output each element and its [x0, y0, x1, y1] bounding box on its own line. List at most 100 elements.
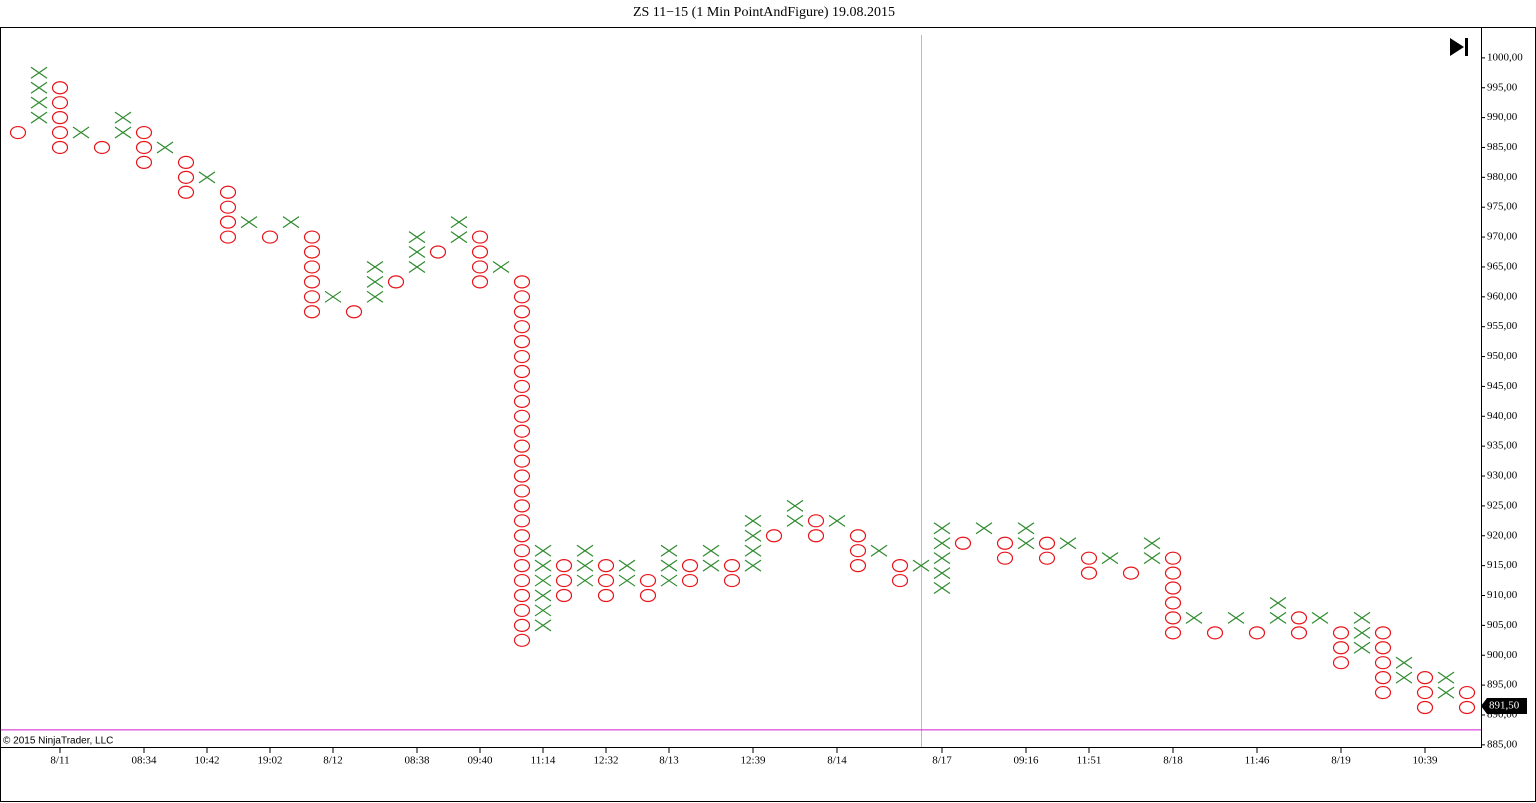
x-box [786, 514, 804, 527]
x-tick-label: 11:51 [1077, 755, 1102, 767]
o-box [303, 305, 321, 319]
o-box [597, 573, 615, 588]
o-box [135, 155, 153, 170]
o-box [513, 305, 531, 319]
o-column [639, 573, 657, 603]
o-box [303, 290, 321, 304]
o-box [513, 439, 531, 453]
o-box [1458, 685, 1476, 700]
o-box [303, 245, 321, 259]
x-box [660, 574, 678, 587]
x-column [786, 499, 804, 527]
o-box [954, 536, 972, 550]
o-box [1332, 626, 1350, 640]
x-box [576, 559, 594, 572]
x-column [1101, 552, 1119, 565]
o-column [1206, 626, 1224, 640]
copyright: © 2015 NinjaTrader, LLC [3, 736, 113, 747]
y-tick-label: 990,00 [1487, 111, 1518, 123]
o-box [1416, 685, 1434, 700]
o-box [219, 200, 237, 214]
o-box [177, 170, 195, 184]
x-box [702, 544, 720, 557]
x-box [450, 231, 468, 244]
o-box [1290, 626, 1308, 640]
o-box [513, 484, 531, 498]
o-column [135, 125, 153, 170]
x-column [1227, 611, 1245, 624]
o-column [954, 536, 972, 550]
x-box [912, 559, 930, 572]
y-tick-label: 945,00 [1487, 380, 1518, 392]
o-box [996, 536, 1014, 550]
o-column [387, 275, 405, 289]
o-box [807, 529, 825, 543]
x-box [660, 559, 678, 572]
o-box [135, 125, 153, 140]
o-box [513, 349, 531, 364]
x-box [744, 544, 762, 557]
x-box [744, 559, 762, 572]
x-box [1395, 671, 1413, 684]
x-column [744, 514, 762, 572]
x-box [1437, 671, 1455, 684]
x-box [1353, 641, 1371, 654]
y-tick-label: 1000,00 [1487, 51, 1523, 63]
x-box [534, 619, 552, 632]
o-box [51, 125, 69, 140]
chart-title: ZS 11−15 (1 Min PointAndFigure) 19.08.20… [633, 5, 895, 20]
o-box [849, 544, 867, 558]
o-box [219, 230, 237, 244]
x-box [1353, 626, 1371, 639]
x-box [408, 231, 426, 244]
x-box [1269, 611, 1287, 624]
x-box [156, 141, 174, 154]
x-box [576, 574, 594, 587]
o-box [513, 290, 531, 304]
end-bar [1465, 38, 1468, 56]
x-box [618, 574, 636, 587]
o-box [387, 275, 405, 289]
x-column [30, 66, 48, 124]
y-tick-label: 885,00 [1487, 738, 1518, 750]
o-column [513, 275, 531, 647]
x-column [912, 559, 930, 572]
o-box [1122, 566, 1140, 580]
o-box [1038, 536, 1056, 550]
x-column [240, 216, 258, 229]
y-tick-label: 965,00 [1487, 260, 1518, 272]
x-box [1017, 522, 1035, 535]
x-column [828, 514, 846, 527]
o-column [807, 514, 825, 543]
y-tick-label: 940,00 [1487, 410, 1518, 422]
o-column [471, 230, 489, 289]
x-column [324, 290, 342, 303]
x-box [933, 582, 951, 595]
o-box [93, 140, 111, 155]
scroll-end-icon[interactable] [1450, 38, 1468, 56]
x-box [1395, 656, 1413, 669]
o-box [51, 140, 69, 155]
x-box [492, 260, 510, 273]
o-column [765, 529, 783, 543]
x-tick-label: 10:42 [194, 755, 219, 767]
o-column [849, 529, 867, 573]
x-box [933, 522, 951, 535]
o-box [891, 559, 909, 573]
o-box [513, 559, 531, 573]
o-box [513, 275, 531, 289]
x-column [408, 231, 426, 273]
o-column [681, 559, 699, 588]
y-tick-label: 925,00 [1487, 499, 1518, 511]
o-column [996, 536, 1014, 565]
o-box [177, 185, 195, 199]
o-column [1248, 626, 1266, 640]
x-box [1059, 537, 1077, 550]
o-box [219, 215, 237, 229]
x-box [366, 260, 384, 273]
last-price-marker [1481, 698, 1527, 715]
o-box [471, 245, 489, 259]
x-box [366, 275, 384, 288]
o-box [849, 559, 867, 573]
o-box [51, 81, 69, 95]
